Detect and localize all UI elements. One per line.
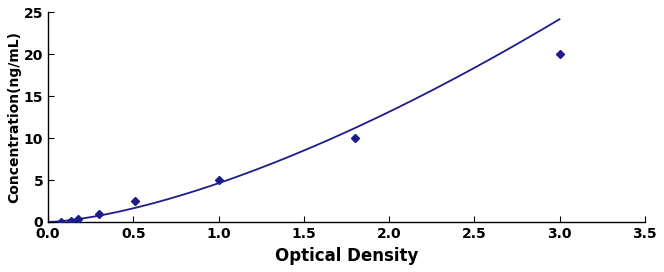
Y-axis label: Concentration(ng/mL): Concentration(ng/mL) bbox=[7, 31, 21, 203]
X-axis label: Optical Density: Optical Density bbox=[275, 247, 418, 265]
